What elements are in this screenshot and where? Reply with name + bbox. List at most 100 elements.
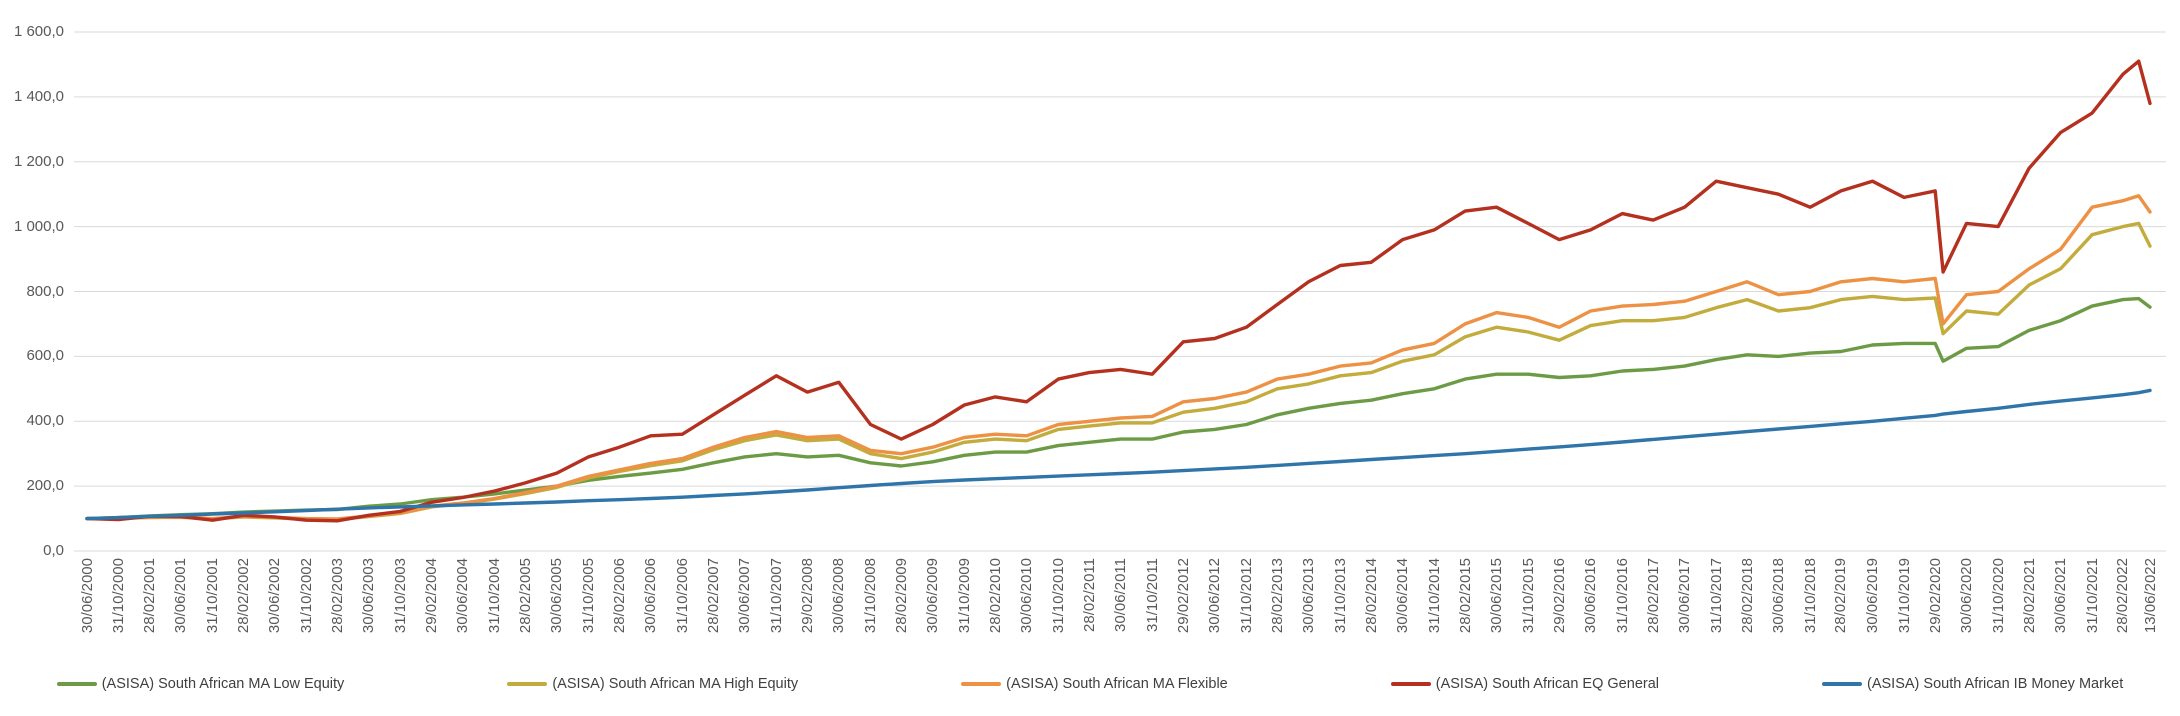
gridlines — [74, 31, 2166, 552]
legend-item-label: (ASISA) South African MA Flexible — [1006, 676, 1228, 692]
x-axis-label: 30/06/2015 — [1487, 558, 1505, 634]
x-axis-label: 31/10/2010 — [1049, 558, 1067, 634]
y-axis-label: 400,0 — [26, 412, 64, 430]
x-axis-label: 30/06/2003 — [360, 558, 378, 634]
x-axis-label: 30/06/2004 — [454, 558, 472, 634]
x-axis-label: 31/10/2021 — [2083, 558, 2101, 634]
x-axis-label: 31/10/2014 — [1425, 558, 1443, 634]
x-axis-label: 28/02/2002 — [234, 558, 252, 634]
x-axis-label: 30/06/2001 — [172, 558, 190, 634]
x-axis-label: 30/06/2018 — [1769, 558, 1787, 634]
legend-item: (ASISA) South African IB Money Market — [1822, 676, 2123, 692]
legend-item: (ASISA) South African MA Low Equity — [56, 676, 345, 692]
x-axis-label: 31/10/2013 — [1331, 558, 1349, 634]
legend-item: (ASISA) South African MA High Equity — [507, 676, 798, 692]
legend: (ASISA) South African MA Low Equity (ASIS… — [0, 676, 2180, 692]
x-axis-label: 30/06/2009 — [924, 558, 942, 634]
x-axis-label: 30/06/2008 — [830, 558, 848, 634]
y-axis-label: 800,0 — [26, 282, 64, 300]
x-axis-label: 30/06/2010 — [1018, 558, 1036, 634]
x-axis-label: 28/02/2003 — [328, 558, 346, 634]
legend-item-label: (ASISA) South African IB Money Market — [1867, 676, 2124, 692]
y-axis-label: 1 200,0 — [13, 152, 64, 170]
x-axis-label: 28/02/2017 — [1644, 558, 1662, 634]
series-line — [85, 296, 2152, 521]
x-axis-label: 28/02/2022 — [2114, 558, 2132, 634]
series-line — [85, 59, 2152, 523]
legend-item-label: (ASISA) South African MA High Equity — [552, 676, 799, 692]
x-axis-label: 31/10/2001 — [204, 558, 222, 634]
x-axis-label: 28/02/2007 — [704, 558, 722, 634]
legend-item: (ASISA) South African MA Flexible — [961, 676, 1228, 692]
x-axis-label: 31/10/2004 — [486, 558, 504, 634]
x-axis-label: 31/10/2009 — [955, 558, 973, 634]
x-axis-label: 31/10/2006 — [673, 558, 691, 634]
x-axis-label: 30/06/2017 — [1676, 558, 1694, 634]
legend-line-marker-icon — [961, 681, 1002, 687]
x-axis-label: 28/02/2018 — [1738, 558, 1756, 634]
x-axis-label: 30/06/2016 — [1582, 558, 1600, 634]
x-axis-label: 30/06/2019 — [1863, 558, 1881, 634]
y-axis-label: 0,0 — [43, 542, 64, 559]
x-axis-label: 31/10/2011 — [1143, 558, 1161, 632]
x-axis-label: 13/06/2022 — [2141, 558, 2159, 634]
x-axis-label: 28/02/2013 — [1268, 558, 1286, 634]
x-axis-label: 28/02/2011 — [1080, 558, 1098, 632]
x-axis-label: 31/10/2000 — [110, 558, 128, 634]
x-axis-label: 28/02/2019 — [1832, 558, 1850, 634]
x-axis-label: 29/02/2012 — [1174, 558, 1192, 634]
y-axis-label: 600,0 — [26, 347, 64, 365]
x-axis-label: 29/02/2020 — [1926, 558, 1944, 634]
x-axis-label: 28/02/2010 — [986, 558, 1004, 634]
x-axis-label: 30/06/2020 — [1958, 558, 1976, 634]
legend-line-marker-icon — [1822, 681, 1862, 687]
x-axis-label: 30/06/2007 — [736, 558, 754, 634]
x-axis-label: 28/02/2009 — [892, 558, 910, 634]
legend-line-marker-icon — [56, 681, 97, 687]
x-axis-label: 29/02/2004 — [423, 558, 441, 634]
x-axis-label: 30/06/2002 — [266, 558, 284, 634]
x-axis-label: 31/10/2002 — [297, 558, 315, 634]
x-axis-label: 30/06/2000 — [78, 558, 96, 634]
legend-item-label: (ASISA) South African EQ General — [1435, 676, 1659, 692]
x-axis-label: 31/10/2012 — [1237, 558, 1255, 634]
x-axis-label: 31/10/2005 — [579, 558, 597, 634]
x-axis-label: 30/06/2006 — [642, 558, 660, 634]
x-axis-label: 31/10/2020 — [1989, 558, 2007, 634]
x-axis-label: 31/10/2018 — [1801, 558, 1819, 634]
x-axis-label: 31/10/2015 — [1519, 558, 1537, 634]
x-axis-label: 29/02/2016 — [1550, 558, 1568, 634]
x-axis-label: 28/02/2001 — [141, 558, 159, 634]
series-line — [85, 194, 2152, 521]
x-axis-label: 31/10/2016 — [1613, 558, 1631, 634]
x-axis-label: 31/10/2003 — [391, 558, 409, 634]
x-axis-label: 30/06/2013 — [1300, 558, 1318, 634]
x-axis-label: 28/02/2015 — [1456, 558, 1474, 634]
legend-item: (ASISA) South African EQ General — [1390, 676, 1659, 692]
y-axis-label: 1 400,0 — [13, 87, 64, 105]
x-axis-label: 31/10/2007 — [767, 558, 785, 634]
series-lines — [85, 59, 2152, 523]
y-axis-label: 1 600,0 — [13, 23, 64, 40]
x-axis-label: 31/10/2019 — [1895, 558, 1913, 634]
x-axis-label: 31/10/2017 — [1707, 558, 1725, 634]
legend-line-marker-icon — [1390, 681, 1431, 687]
x-axis-label: 30/06/2021 — [2051, 558, 2069, 634]
legend-item-label: (ASISA) South African MA Low Equity — [101, 676, 345, 692]
x-axis-label: 29/02/2008 — [798, 558, 816, 634]
series-line — [85, 388, 2152, 521]
y-axis-label: 200,0 — [26, 477, 64, 495]
legend-line-marker-icon — [507, 681, 548, 687]
x-axis-label: 31/10/2008 — [861, 558, 879, 634]
x-axis-label: 28/02/2014 — [1362, 558, 1380, 634]
x-axis-label: 28/02/2021 — [2020, 558, 2038, 634]
x-axis-label: 30/06/2012 — [1206, 558, 1224, 634]
x-axis-label: 28/02/2005 — [516, 558, 534, 634]
x-axis-label: 30/06/2014 — [1394, 558, 1412, 634]
x-axis-label: 28/02/2006 — [610, 558, 628, 634]
y-axis-label: 1 000,0 — [13, 217, 64, 235]
x-axis-label: 30/06/2011 — [1112, 558, 1130, 632]
x-axis-label: 30/06/2005 — [548, 558, 566, 634]
